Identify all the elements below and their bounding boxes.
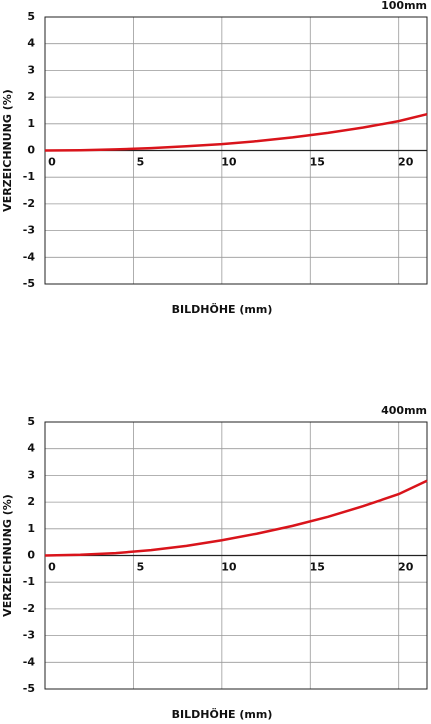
y-tick-label: 5 bbox=[27, 415, 35, 428]
x-axis-label: BILDHÖHE (mm) bbox=[172, 302, 273, 316]
y-tick-label: 0 bbox=[27, 144, 35, 157]
y-tick-label: 2 bbox=[27, 495, 35, 508]
chart-title: 100mm bbox=[381, 0, 427, 12]
y-axis-label: VERZEICHNUNG (%) bbox=[1, 494, 14, 617]
y-tick-label: -5 bbox=[23, 682, 35, 695]
y-tick-label: 4 bbox=[27, 442, 35, 455]
y-tick-label: 2 bbox=[27, 90, 35, 103]
y-axis-label: VERZEICHNUNG (%) bbox=[1, 89, 14, 212]
chart-title: 400mm bbox=[381, 404, 427, 417]
x-tick-label: 10 bbox=[221, 561, 237, 574]
y-tick-label: 1 bbox=[27, 117, 35, 130]
data-line bbox=[44, 112, 428, 152]
x-tick-label: 15 bbox=[310, 561, 325, 574]
y-tick-label: -4 bbox=[23, 655, 36, 668]
y-tick-label: 5 bbox=[27, 10, 35, 23]
x-tick-label: 0 bbox=[48, 561, 56, 574]
x-tick-label: 5 bbox=[137, 561, 145, 574]
y-tick-label: -1 bbox=[23, 575, 35, 588]
y-tick-label: -2 bbox=[23, 602, 35, 615]
y-tick-label: -1 bbox=[23, 170, 35, 183]
data-line bbox=[44, 479, 428, 557]
y-tick-label: -3 bbox=[23, 629, 35, 642]
y-tick-label: -4 bbox=[23, 250, 36, 263]
y-tick-label: 0 bbox=[27, 549, 35, 562]
y-tick-label: 1 bbox=[27, 522, 35, 535]
x-tick-label: 15 bbox=[310, 156, 325, 169]
y-tick-label: 4 bbox=[27, 37, 35, 50]
x-axis-label: BILDHÖHE (mm) bbox=[172, 707, 273, 720]
x-tick-label: 10 bbox=[221, 156, 237, 169]
x-tick-label: 20 bbox=[398, 561, 414, 574]
y-tick-label: -3 bbox=[23, 224, 35, 237]
y-tick-label: 3 bbox=[27, 63, 35, 76]
x-tick-label: 20 bbox=[398, 156, 414, 169]
x-tick-label: 5 bbox=[137, 156, 145, 169]
y-tick-label: -5 bbox=[23, 277, 35, 290]
x-tick-label: 0 bbox=[48, 156, 56, 169]
y-tick-label: -2 bbox=[23, 197, 35, 210]
y-tick-label: 3 bbox=[27, 468, 35, 481]
